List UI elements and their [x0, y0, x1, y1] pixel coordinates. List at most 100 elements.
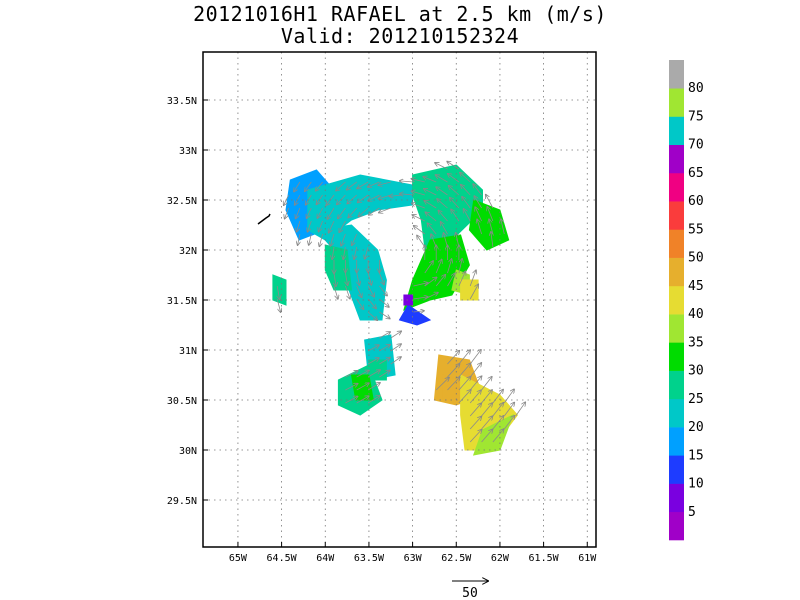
wind-vector — [461, 185, 471, 196]
colorbar-label: 20 — [688, 420, 704, 435]
wind-vector — [458, 350, 470, 365]
wind-vector — [438, 211, 448, 222]
wind-vector — [425, 212, 437, 222]
wind-vector — [356, 370, 369, 378]
x-tick-label: 62.5W — [441, 553, 472, 564]
wind-vector — [307, 207, 312, 218]
wind-vector — [449, 186, 460, 196]
wind-vector — [367, 311, 377, 320]
wind-vector — [469, 403, 481, 417]
colorbar-segment — [669, 314, 684, 343]
wind-vector — [469, 430, 481, 443]
wind-vector — [357, 181, 369, 189]
wind-vector — [450, 198, 460, 209]
wind-vector — [309, 233, 312, 245]
wind-vector — [481, 390, 493, 404]
wind-vector — [367, 285, 374, 297]
wind-vector — [333, 285, 338, 299]
wind-vector — [367, 358, 379, 365]
wind-vector — [367, 370, 380, 378]
wind-region-15 — [272, 274, 287, 306]
wind-vector — [347, 181, 357, 190]
wind-vector — [308, 220, 312, 232]
wind-vector — [411, 179, 425, 183]
x-tick-label: 61.5W — [529, 553, 560, 564]
wind-vector — [424, 201, 437, 209]
y-tick-label: 30N — [179, 446, 197, 457]
y-axis: 29.5N 30N 30.5N 31N 31.5N 32N 32.5N 33N 33.5N — [167, 96, 208, 507]
wind-vector — [456, 233, 460, 248]
wind-vector — [447, 377, 460, 391]
wind-vector — [473, 184, 482, 196]
y-tick-label: 29.5N — [167, 496, 197, 507]
wind-vector — [296, 207, 301, 218]
colorbar-segment — [669, 60, 684, 89]
colorbar-segment — [669, 483, 684, 513]
wind-vector — [447, 364, 460, 378]
wind-vector — [435, 378, 449, 391]
wind-vector — [345, 384, 357, 391]
wind-vector — [424, 261, 433, 274]
wind-vector — [515, 402, 526, 417]
wind-vector — [379, 272, 384, 285]
x-tick-label: 64.5W — [267, 553, 298, 564]
wind-vector — [489, 219, 494, 235]
colorbar-segment — [669, 116, 684, 146]
wind-vector — [412, 203, 425, 209]
wind-vector — [365, 246, 369, 259]
wind-vector — [285, 207, 289, 219]
wind-vector — [474, 196, 482, 209]
colorbar-label: 40 — [688, 307, 704, 322]
colorbar-label: 75 — [688, 110, 704, 125]
wind-vector — [356, 396, 369, 404]
colorbar-label: 55 — [688, 222, 704, 237]
wind-vector — [412, 215, 425, 222]
vector-scale: 50 — [452, 581, 488, 600]
wind-vector — [435, 260, 442, 274]
wind-vector — [469, 390, 481, 404]
wind-vector — [356, 298, 364, 309]
wind-vector — [379, 370, 390, 378]
wind-vector — [339, 220, 346, 232]
data-layer — [272, 164, 519, 456]
vector-layer — [277, 162, 525, 443]
colorbar-label: 70 — [688, 138, 704, 153]
wind-vector — [358, 207, 369, 217]
x-tick-label: 63W — [404, 553, 423, 564]
wind-vector — [348, 207, 357, 218]
colorbar-segment — [669, 427, 684, 456]
wind-vector — [447, 273, 455, 287]
wind-region-5 — [468, 199, 510, 251]
wind-vector — [367, 383, 380, 391]
wind-vector — [319, 233, 323, 246]
wind-vector — [297, 220, 301, 232]
wind-vector — [276, 298, 280, 312]
wind-vector — [400, 194, 414, 195]
wind-vector — [357, 272, 360, 285]
wind-vector — [347, 194, 357, 204]
wind-vector — [332, 246, 334, 259]
wind-vector — [492, 403, 503, 417]
x-tick-label: 65W — [229, 553, 248, 564]
grid-layer — [203, 52, 596, 547]
wind-vector — [356, 383, 369, 391]
colorbar-label: 35 — [688, 335, 704, 350]
wind-vector — [277, 285, 279, 299]
wind-vector — [294, 181, 301, 192]
wind-vector — [492, 416, 504, 430]
wind-vector — [469, 363, 481, 378]
wind-vector — [469, 270, 476, 287]
colorbar-segment — [669, 201, 684, 230]
wind-vector — [458, 259, 462, 274]
wind-vector — [356, 285, 362, 297]
wind-vector — [435, 163, 448, 170]
x-tick-label: 64W — [316, 553, 335, 564]
wind-vector — [486, 195, 494, 209]
colorbar-label: 65 — [688, 166, 704, 181]
colorbar-label: 50 — [688, 251, 704, 266]
wind-vector — [305, 181, 312, 191]
wind-vector — [444, 233, 448, 248]
wind-vector — [379, 311, 390, 319]
